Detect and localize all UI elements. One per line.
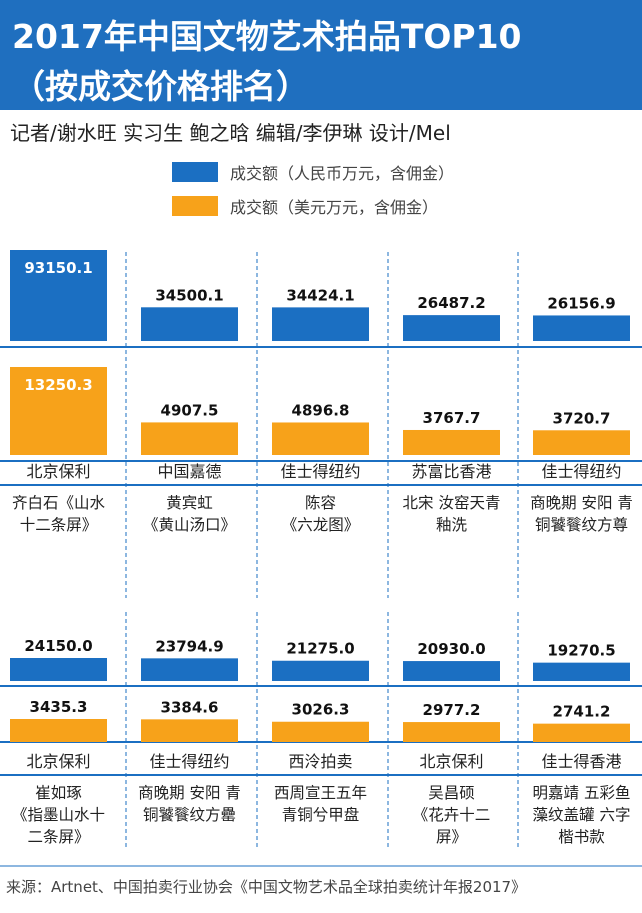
auction-house-label: 北京保利 <box>26 752 90 771</box>
bar-rmb <box>272 660 369 681</box>
chart-subtitle: （按成交价格排名） <box>12 67 309 106</box>
bar-rmb <box>533 315 630 341</box>
bar-usd <box>403 722 500 742</box>
artwork-label: 黄宾虹 <box>166 494 213 512</box>
value-label-rmb: 93150.1 <box>24 259 92 277</box>
chart-title: 2017年中国文物艺术拍品TOP10 <box>12 17 522 56</box>
bar-rmb <box>10 250 107 341</box>
artwork-label: 齐白石《山水 <box>12 494 106 512</box>
artwork-label: 青铜兮甲盘 <box>282 805 360 824</box>
value-label-rmb: 34424.1 <box>286 286 354 304</box>
bar-usd <box>141 719 238 742</box>
value-label-rmb: 26156.9 <box>547 294 615 312</box>
bar-rmb <box>403 661 500 681</box>
auction-house-label: 北京保利 <box>419 752 483 771</box>
artwork-label: 陈容 <box>305 494 336 512</box>
artwork-label: 商晚期 安阳 青 <box>138 784 241 802</box>
value-label-rmb: 20930.0 <box>417 640 485 658</box>
bar-usd <box>10 719 107 742</box>
artwork-label: 《六龙图》 <box>282 516 360 534</box>
bar-usd <box>141 422 238 455</box>
artwork-label: 《指墨山水十 <box>12 806 105 824</box>
artwork-label: 藻纹盖罐 六字 <box>533 806 631 824</box>
artwork-label: 吴昌硕 <box>428 784 475 802</box>
artwork-label: 屏》 <box>436 828 467 846</box>
value-label-usd: 3026.3 <box>292 701 350 719</box>
value-label-rmb: 34500.1 <box>155 286 223 304</box>
bar-rmb <box>10 658 107 681</box>
value-label-rmb: 19270.5 <box>547 642 615 660</box>
auction-house-label: 佳士得纽约 <box>541 462 621 481</box>
value-label-usd: 2977.2 <box>423 701 481 719</box>
bar-rmb <box>272 307 369 341</box>
bar-usd <box>533 723 630 742</box>
value-label-usd: 4907.5 <box>161 401 219 419</box>
value-label-usd: 3435.3 <box>30 698 88 716</box>
artwork-label: 二条屏》 <box>27 828 89 846</box>
artwork-label: 《黄山汤口》 <box>143 516 236 534</box>
artwork-label: 《花卉十二 <box>413 806 491 824</box>
bar-usd <box>533 430 630 455</box>
legend-swatch-usd <box>172 196 218 216</box>
byline: 记者/谢水旺 实习生 鲍之晗 编辑/李伊琳 设计/Mel <box>10 121 451 145</box>
value-label-rmb: 24150.0 <box>24 637 92 655</box>
auction-house-label: 中国嘉德 <box>157 462 221 481</box>
bar-rmb <box>533 662 630 681</box>
legend-label-rmb: 成交额（人民币万元，含佣金） <box>230 164 455 183</box>
auction-house-label: 北京保利 <box>26 462 90 481</box>
value-label-usd: 13250.3 <box>24 376 92 394</box>
bar-usd <box>403 429 500 455</box>
bar-rmb <box>141 307 238 341</box>
value-label-usd: 3384.6 <box>161 698 219 716</box>
bar-usd <box>272 422 369 455</box>
value-label-rmb: 23794.9 <box>155 637 223 655</box>
auction-house-label: 佳士得纽约 <box>280 462 360 481</box>
artwork-label: 楷书款 <box>558 828 605 846</box>
artwork-label: 铜饕餮纹方罍 <box>143 805 236 824</box>
artwork-label: 北宋 汝窑天青 <box>403 494 501 512</box>
value-label-usd: 3767.7 <box>423 409 481 427</box>
artwork-label: 西周宣王五年 <box>274 784 367 802</box>
bar-rmb <box>403 315 500 341</box>
artwork-label: 商晚期 安阳 青 <box>530 494 633 512</box>
auction-house-label: 苏富比香港 <box>411 462 491 481</box>
legend-item-usd: 成交额（美元万元，含佣金） <box>172 194 438 218</box>
value-label-usd: 3720.7 <box>553 409 611 427</box>
artwork-label: 崔如琢 <box>35 784 82 802</box>
value-label-rmb: 26487.2 <box>417 294 485 312</box>
artwork-label: 十二条屏》 <box>20 516 98 534</box>
auction-house-label: 佳士得香港 <box>541 752 621 771</box>
legend-swatch-rmb <box>172 162 218 182</box>
artwork-label: 釉洗 <box>436 516 468 534</box>
auction-house-label: 佳士得纽约 <box>149 752 229 771</box>
value-label-usd: 4896.8 <box>292 401 350 419</box>
source-note: 来源：Artnet、中国拍卖行业协会《中国文物艺术品全球拍卖统计年报2017》 <box>6 878 527 896</box>
bar-usd <box>272 721 369 742</box>
auction-house-label: 西泠拍卖 <box>288 752 352 771</box>
bar-rmb <box>141 658 238 681</box>
legend-item-rmb: 成交额（人民币万元，含佣金） <box>172 160 454 184</box>
artwork-label: 明嘉靖 五彩鱼 <box>533 784 631 802</box>
title-banner: 2017年中国文物艺术拍品TOP10 （按成交价格排名） <box>0 0 642 110</box>
value-label-usd: 2741.2 <box>553 703 611 721</box>
artwork-label: 铜饕餮纹方尊 <box>535 515 628 534</box>
legend-label-usd: 成交额（美元万元，含佣金） <box>230 198 439 217</box>
value-label-rmb: 21275.0 <box>286 640 354 658</box>
bar-usd <box>10 367 107 455</box>
